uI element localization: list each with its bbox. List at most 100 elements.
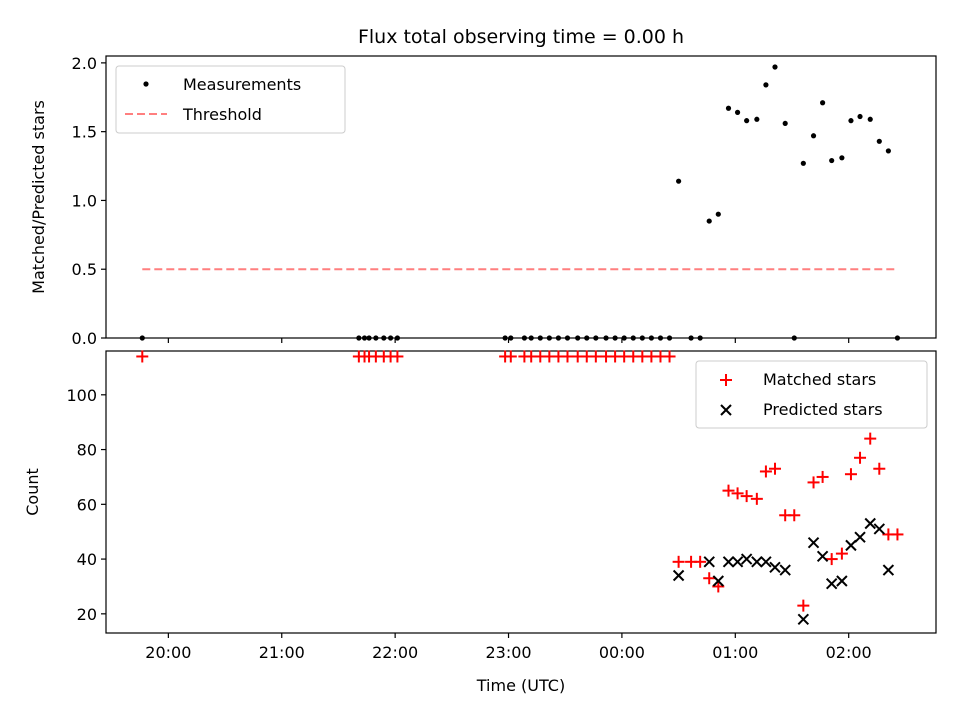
- measurement-point: [782, 120, 788, 127]
- measurement-point: [754, 116, 760, 122]
- matched-star-point: [844, 468, 857, 481]
- bottom-y-tick-label: 100: [66, 386, 97, 405]
- measurement-point: [688, 335, 694, 341]
- top-y-tick-label: 1.5: [72, 123, 97, 142]
- predicted-star-point: [703, 556, 715, 568]
- predicted-star-point: [722, 556, 735, 568]
- legend-marker-predicted: [720, 404, 732, 416]
- predicted-star-mark-b: [672, 569, 685, 582]
- legend-marker-measurements: [143, 81, 149, 87]
- x-tick-label: 00:00: [599, 643, 645, 662]
- predicted-star-point: [873, 523, 886, 535]
- top-y-tick-label: 1.0: [72, 191, 97, 210]
- predicted-star-point: [797, 613, 810, 626]
- measurement-point: [575, 335, 581, 341]
- measurement-point: [502, 335, 508, 341]
- predicted-star-point: [845, 539, 857, 552]
- top-panel-ratio: 0.0 0.5 1.0 1.5 2.0 Matched/Predicted stars Me…: [29, 54, 937, 348]
- predicted-star-point: [731, 556, 744, 568]
- legend-label-threshold: Threshold: [182, 105, 262, 124]
- predicted-star-mark-b: [873, 523, 886, 535]
- predicted-star-point: [807, 536, 820, 549]
- predicted-star-mark-b: [864, 517, 876, 530]
- measurement-point: [612, 335, 618, 341]
- predicted-star-mark-b: [779, 564, 791, 576]
- measurement-point: [621, 335, 627, 341]
- measurement-point: [725, 105, 732, 111]
- predicted-star-mark-b: [731, 556, 744, 568]
- chart-title: Flux total observing time = 0.00 h: [358, 26, 684, 48]
- matched-star-point: [891, 528, 904, 541]
- measurement-point: [648, 335, 654, 341]
- predicted-star-point: [882, 564, 895, 576]
- matched-star-point: [561, 350, 574, 363]
- predicted-star-mark-b: [797, 613, 810, 626]
- predicted-star-point: [864, 517, 876, 530]
- predicted-star-mark-b: [712, 575, 725, 587]
- predicted-star-mark-b: [751, 556, 763, 568]
- measurement-point: [373, 335, 379, 341]
- predicted-star-point: [816, 550, 829, 563]
- bottom-y-tick-label: 20: [77, 605, 97, 624]
- measurement-point: [666, 335, 673, 341]
- measurement-point: [697, 335, 703, 341]
- bottom-panel-count: 20 40 60 80 100 20:00 21:00 22:00 23:00 00:00 01:0…: [23, 350, 937, 662]
- measurement-point: [584, 335, 590, 341]
- matched-star-point: [750, 492, 763, 505]
- legend-label-matched: Matched stars: [763, 370, 876, 389]
- measurement-point: [829, 157, 835, 164]
- measurement-point: [394, 335, 401, 341]
- x-tick-label: 20:00: [145, 643, 191, 662]
- predicted-star-point: [769, 561, 781, 573]
- predicted-star-point: [751, 556, 763, 568]
- matched-star-point: [589, 350, 602, 363]
- matched-star-point: [740, 490, 753, 503]
- measurement-point: [657, 335, 664, 341]
- measurement-point: [894, 335, 901, 341]
- legend-bottom: [695, 360, 928, 429]
- predicted-star-mark-b: [836, 575, 848, 587]
- measurement-point: [772, 64, 778, 70]
- measurement-point: [546, 335, 552, 341]
- legend-label-measurements: Measurements: [183, 75, 301, 94]
- measurement-point: [361, 335, 368, 341]
- measurement-point: [593, 335, 599, 341]
- predicted-star-point: [825, 578, 838, 590]
- matched-star-point: [731, 487, 744, 500]
- measurement-point: [356, 335, 362, 341]
- legend-marker-predicted-b: [720, 404, 732, 416]
- measurement-point: [706, 218, 712, 224]
- matched-star-point: [504, 350, 517, 363]
- measurement-point: [791, 335, 797, 341]
- x-tick-label: 22:00: [372, 643, 418, 662]
- measurement-point: [857, 113, 863, 120]
- predicted-star-mark-b: [740, 553, 753, 565]
- measurement-point: [867, 116, 873, 122]
- predicted-star-mark-b: [882, 564, 895, 576]
- measurement-point: [848, 118, 854, 124]
- legend-marker-matched: [720, 374, 732, 386]
- predicted-star-point: [760, 556, 772, 568]
- bottom-y-tick-label: 60: [77, 495, 97, 514]
- predicted-star-mark-b: [816, 550, 829, 563]
- measurement-point: [366, 335, 372, 341]
- top-y-tick-label: 2.0: [72, 54, 97, 73]
- top-y-tick-label: 0.0: [72, 329, 97, 348]
- measurement-point: [388, 335, 394, 341]
- measurement-point: [521, 335, 528, 341]
- x-tick-label: 21:00: [259, 643, 305, 662]
- matched-star-point: [788, 509, 801, 522]
- predicted-star-mark-b: [769, 561, 781, 573]
- predicted-star-mark-b: [760, 556, 772, 568]
- matched-star-point: [663, 350, 676, 363]
- matched-star-point: [759, 465, 772, 478]
- top-y-axis-label: Matched/Predicted stars: [29, 100, 48, 294]
- predicted-star-mark-b: [854, 531, 866, 543]
- matched-star-point: [694, 555, 707, 568]
- predicted-star-point: [740, 553, 753, 565]
- measurement-point: [744, 118, 750, 124]
- matched-star-point: [864, 432, 877, 445]
- measurement-point: [537, 335, 543, 341]
- matched-star-point: [712, 580, 725, 593]
